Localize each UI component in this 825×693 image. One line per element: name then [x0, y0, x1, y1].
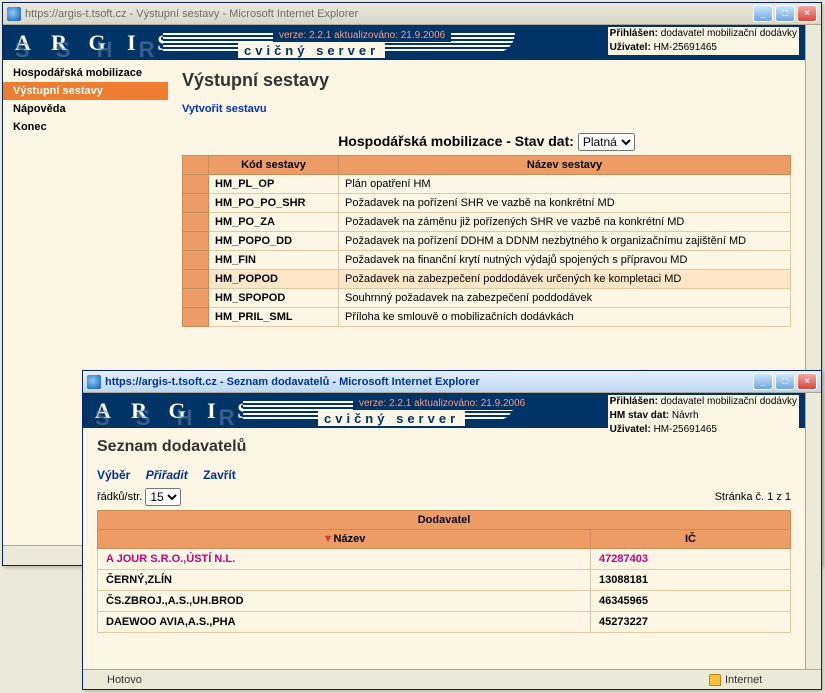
- cell-name: Požadavek na finanční krytí nutných výda…: [339, 251, 791, 270]
- table-row[interactable]: HM_PL_OPPlán opatření HM: [183, 175, 791, 194]
- login-info: Přihlášen: dodavatel mobilizační dodávky…: [608, 27, 799, 55]
- maximize-button[interactable]: □: [775, 373, 795, 390]
- window-suppliers: https://argis-t.tsoft.cz - Seznam dodava…: [82, 370, 822, 690]
- page-title: Výstupní sestavy: [182, 70, 791, 91]
- cell-name: Požadavek na pořízení SHR ve vazbě na ko…: [339, 194, 791, 213]
- server-label: cvičný server: [318, 411, 465, 426]
- cell-ic: 46345965: [591, 591, 791, 612]
- statusbar: Hotovo Internet: [83, 669, 821, 689]
- sidebar-item[interactable]: Hospodářská mobilizace: [3, 64, 168, 82]
- minimize-button[interactable]: _: [753, 373, 773, 390]
- server-label: cvičný server: [238, 43, 385, 58]
- cell-name: Požadavek na zabezpečení poddodávek urče…: [339, 270, 791, 289]
- action-vyber[interactable]: Výběr: [97, 468, 130, 482]
- version-text: verze: 2.2.1 aktualizováno: 21.9.2006: [353, 397, 531, 410]
- action-bar: Výběr Přiřadit Zavřít: [97, 468, 791, 482]
- cell-code: HM_PO_ZA: [209, 213, 339, 232]
- row-stub: [183, 232, 209, 251]
- col-code: Kód sestavy: [209, 156, 339, 175]
- titlebar[interactable]: https://argis-t.tsoft.cz - Seznam dodava…: [83, 371, 821, 393]
- window-title: https://argis-t.tsoft.cz - Výstupní sest…: [25, 8, 753, 20]
- cell-name: ČS.ZBROJ.,A.S.,UH.BROD: [98, 591, 591, 612]
- close-button[interactable]: ×: [797, 373, 817, 390]
- ie-icon: [89, 673, 103, 687]
- action-priradit[interactable]: Přiřadit: [146, 468, 188, 482]
- ie-icon: [7, 7, 21, 21]
- rows-per-page[interactable]: 15: [145, 488, 181, 506]
- cell-code: HM_PL_OP: [209, 175, 339, 194]
- table-row[interactable]: HM_POPO_DDPožadavek na pořízení DDHM a D…: [183, 232, 791, 251]
- ie-icon: [9, 549, 23, 563]
- cell-name: Požadavek na pořízení DDHM a DDNM nezbyt…: [339, 232, 791, 251]
- table-row[interactable]: HM_PO_PO_SHRPožadavek na pořízení SHR ve…: [183, 194, 791, 213]
- sidebar-item[interactable]: Konec: [3, 118, 168, 136]
- version-text: verze: 2.2.1 aktualizováno: 21.9.2006: [273, 29, 451, 42]
- minimize-button[interactable]: _: [753, 5, 773, 22]
- cell-name: A JOUR S.R.O.,ÚSTÍ N.L.: [98, 549, 591, 570]
- row-stub: [183, 194, 209, 213]
- table-row[interactable]: HM_POPODPožadavek na zabezpečení poddodá…: [183, 270, 791, 289]
- table-row[interactable]: A JOUR S.R.O.,ÚSTÍ N.L.47287403: [98, 549, 791, 570]
- status-zone: Internet: [725, 674, 815, 686]
- table-row[interactable]: HM_FINPožadavek na finanční krytí nutnýc…: [183, 251, 791, 270]
- cell-ic: 13088181: [591, 570, 791, 591]
- pager: řádků/str. 15 Stránka č. 1 z 1: [97, 488, 791, 506]
- titlebar[interactable]: https://argis-t.tsoft.cz - Výstupní sest…: [3, 3, 821, 25]
- row-stub: [183, 289, 209, 308]
- main-area: Seznam dodavatelů Výběr Přiřadit Zavřít …: [83, 428, 805, 669]
- cell-ic: 45273227: [591, 612, 791, 633]
- table-row[interactable]: HM_PO_ZAPožadavek na záměnu již pořízený…: [183, 213, 791, 232]
- sidebar-item[interactable]: Výstupní sestavy: [3, 82, 168, 100]
- page-info: Stránka č. 1 z 1: [715, 491, 791, 503]
- close-button[interactable]: ×: [797, 5, 817, 22]
- cell-ic: 47287403: [591, 549, 791, 570]
- sshr-text: S S H R: [15, 37, 164, 63]
- table-row[interactable]: DAEWOO AVIA,A.S.,PHA45273227: [98, 612, 791, 633]
- suppliers-table: Dodavatel ▼Název IČ A JOUR S.R.O.,ÚSTÍ N…: [97, 510, 791, 633]
- table-row[interactable]: ČERNÝ,ZLÍN13088181: [98, 570, 791, 591]
- sshr-text: S S H R: [95, 405, 244, 431]
- cell-code: HM_FIN: [209, 251, 339, 270]
- state-select[interactable]: Platná: [578, 133, 635, 151]
- cell-code: HM_PRIL_SML: [209, 308, 339, 327]
- row-stub: [183, 213, 209, 232]
- row-stub: [183, 308, 209, 327]
- reports-table: Kód sestavy Název sestavy HM_PL_OPPlán o…: [182, 155, 791, 327]
- cell-name: DAEWOO AVIA,A.S.,PHA: [98, 612, 591, 633]
- cell-name: Příloha ke smlouvě o mobilizačních dodáv…: [339, 308, 791, 327]
- th-ic[interactable]: IČ: [591, 530, 791, 549]
- lock-icon: [709, 674, 721, 686]
- th-group: Dodavatel: [98, 511, 791, 530]
- create-report-link[interactable]: Vytvořit sestavu: [182, 103, 267, 115]
- cell-code: HM_POPOD: [209, 270, 339, 289]
- row-stub: [183, 251, 209, 270]
- table-row[interactable]: HM_PRIL_SMLPříloha ke smlouvě o mobiliza…: [183, 308, 791, 327]
- table-row[interactable]: HM_SPOPODSouhrnný požadavek na zabezpeče…: [183, 289, 791, 308]
- cell-code: HM_POPO_DD: [209, 232, 339, 251]
- th-name[interactable]: ▼Název: [98, 530, 591, 549]
- window-title: https://argis-t.tsoft.cz - Seznam dodava…: [105, 376, 753, 388]
- scrollbar[interactable]: [805, 393, 821, 669]
- app-banner: A R G I S S S H R verze: 2.2.1 aktualizo…: [3, 25, 805, 60]
- cell-name: Souhrnný požadavek na zabezpečení poddod…: [339, 289, 791, 308]
- sidebar-item[interactable]: Nápověda: [3, 100, 168, 118]
- cell-name: ČERNÝ,ZLÍN: [98, 570, 591, 591]
- col-stub: [183, 156, 209, 175]
- cell-name: Požadavek na záměnu již pořízených SHR v…: [339, 213, 791, 232]
- status-text: Hotovo: [107, 674, 142, 686]
- cell-code: HM_SPOPOD: [209, 289, 339, 308]
- page-title: Seznam dodavatelů: [97, 438, 791, 456]
- col-name: Název sestavy: [339, 156, 791, 175]
- ie-icon: [87, 375, 101, 389]
- action-zavrit[interactable]: Zavřít: [203, 468, 236, 482]
- app-banner: A R G I S S S H R verze: 2.2.1 aktualizo…: [83, 393, 805, 428]
- table-row[interactable]: ČS.ZBROJ.,A.S.,UH.BROD46345965: [98, 591, 791, 612]
- state-header: Hospodářská mobilizace - Stav dat: Platn…: [182, 133, 791, 151]
- login-info: Přihlášen: dodavatel mobilizační dodávky…: [608, 395, 799, 437]
- maximize-button[interactable]: □: [775, 5, 795, 22]
- cell-code: HM_PO_PO_SHR: [209, 194, 339, 213]
- row-stub: [183, 270, 209, 289]
- row-stub: [183, 175, 209, 194]
- cell-name: Plán opatření HM: [339, 175, 791, 194]
